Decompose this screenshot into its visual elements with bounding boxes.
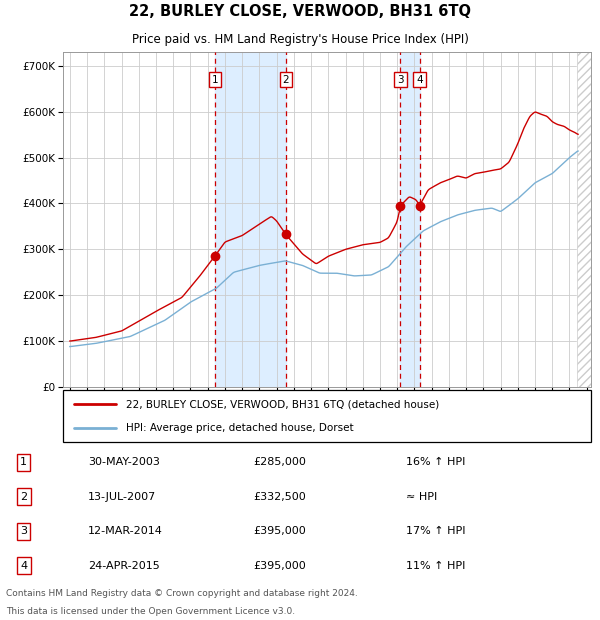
Text: Contains HM Land Registry data © Crown copyright and database right 2024.: Contains HM Land Registry data © Crown c… [6,588,358,598]
Text: 16% ↑ HPI: 16% ↑ HPI [406,457,465,467]
Text: 11% ↑ HPI: 11% ↑ HPI [406,560,465,571]
Text: 2: 2 [20,492,27,502]
Text: £285,000: £285,000 [253,457,306,467]
Bar [215,52,286,387]
Text: 2: 2 [283,74,289,84]
Text: This data is licensed under the Open Government Licence v3.0.: This data is licensed under the Open Gov… [6,607,295,616]
Text: 12-MAR-2014: 12-MAR-2014 [88,526,163,536]
Text: 24-APR-2015: 24-APR-2015 [88,560,160,571]
Text: 22, BURLEY CLOSE, VERWOOD, BH31 6TQ: 22, BURLEY CLOSE, VERWOOD, BH31 6TQ [129,4,471,19]
Text: 1: 1 [211,74,218,84]
Text: ≈ HPI: ≈ HPI [406,492,437,502]
Bar [577,52,591,387]
Bar [577,52,591,387]
Text: 17% ↑ HPI: 17% ↑ HPI [406,526,466,536]
Text: 22, BURLEY CLOSE, VERWOOD, BH31 6TQ (detached house): 22, BURLEY CLOSE, VERWOOD, BH31 6TQ (det… [127,399,440,409]
Text: 13-JUL-2007: 13-JUL-2007 [88,492,157,502]
Text: £395,000: £395,000 [253,560,306,571]
Text: 3: 3 [397,74,404,84]
Text: 1: 1 [20,457,27,467]
Text: 4: 4 [20,560,27,571]
Text: HPI: Average price, detached house, Dorset: HPI: Average price, detached house, Dors… [127,423,354,433]
Text: £395,000: £395,000 [253,526,306,536]
Text: 30-MAY-2003: 30-MAY-2003 [88,457,160,467]
Text: Price paid vs. HM Land Registry's House Price Index (HPI): Price paid vs. HM Land Registry's House … [131,32,469,45]
Text: 4: 4 [416,74,423,84]
Text: £332,500: £332,500 [253,492,306,502]
Text: 3: 3 [20,526,27,536]
Bar [400,52,419,387]
